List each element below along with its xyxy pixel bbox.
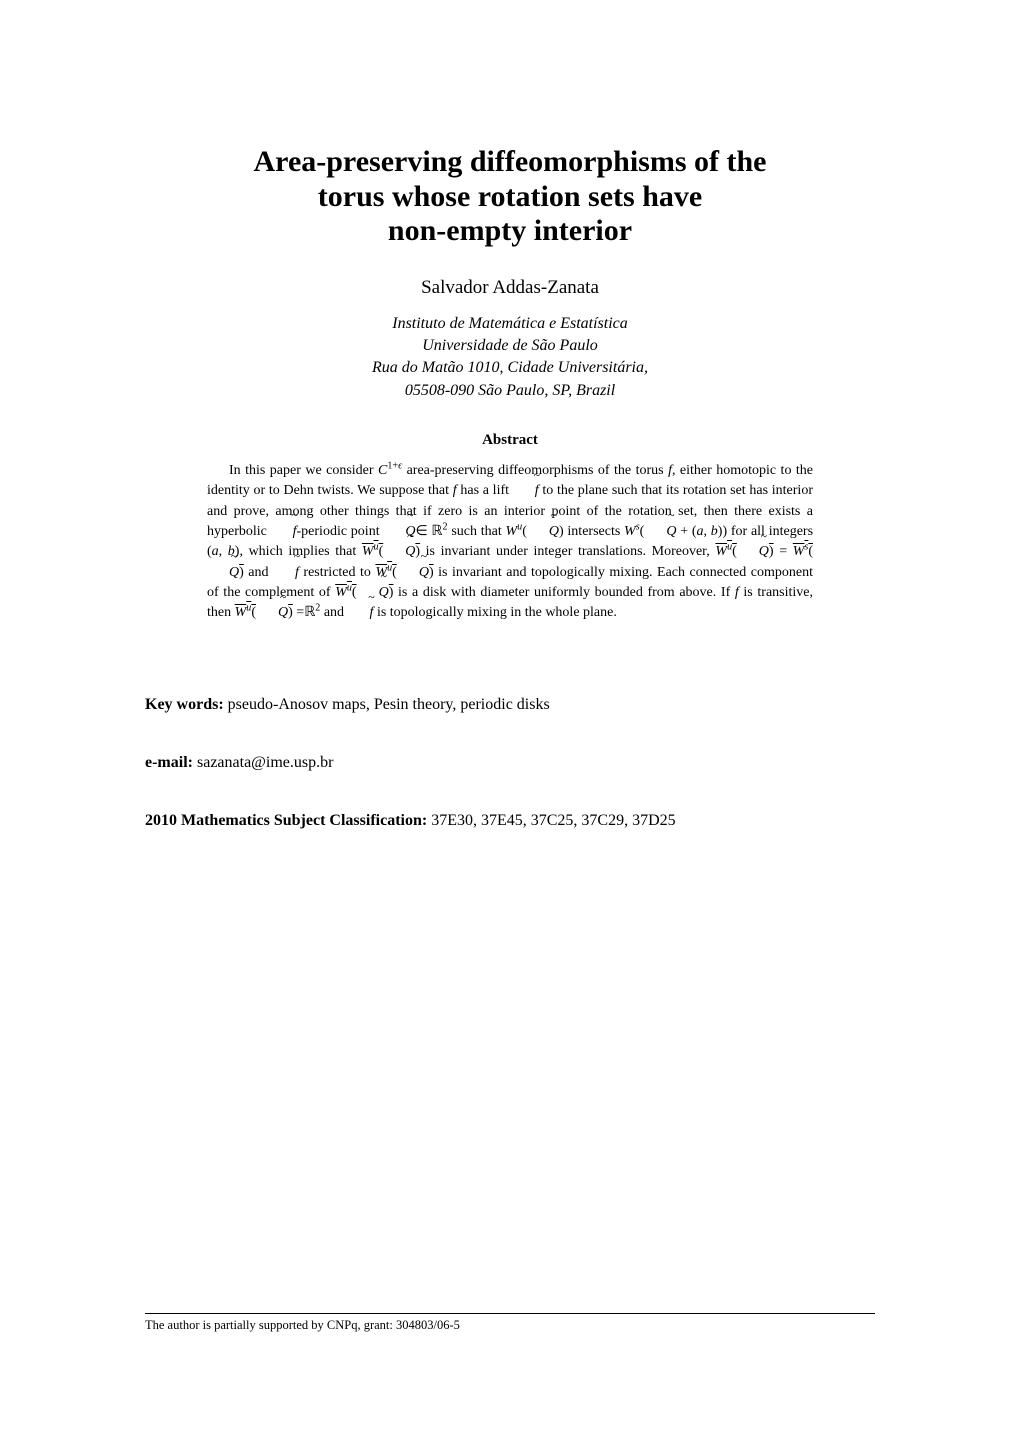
footnote-text: The author is partially supported by CNP… xyxy=(145,1318,875,1333)
title-line-1: Area-preserving diffeomorphisms of the xyxy=(254,145,767,178)
affil-line-2: Universidade de São Paulo xyxy=(422,337,598,354)
abstract-heading: Abstract xyxy=(145,432,875,449)
footnote-rule xyxy=(145,1313,875,1314)
page: Area-preserving diffeomorphisms of the t… xyxy=(0,0,1020,1443)
email-block: e-mail: sazanata@ime.usp.br xyxy=(145,751,875,775)
affil-line-1: Instituto de Matemática e Estatística xyxy=(392,315,628,332)
abstract-text: In this paper we consider C1+ϵ area-pres… xyxy=(207,461,813,623)
msc-text: 37E30, 37E45, 37C25, 37C29, 37D25 xyxy=(431,812,675,829)
keywords-label: Key words: xyxy=(145,696,224,713)
abstract-body: In this paper we consider C1+ϵ area-pres… xyxy=(207,461,813,623)
affil-line-3: Rua do Matão 1010, Cidade Universitária, xyxy=(372,359,648,376)
email-text: sazanata@ime.usp.br xyxy=(197,754,333,771)
keywords-text: pseudo-Anosov maps, Pesin theory, period… xyxy=(228,696,550,713)
msc-block: 2010 Mathematics Subject Classification:… xyxy=(145,809,875,833)
footer: The author is partially supported by CNP… xyxy=(145,1313,875,1333)
title-line-3: non-empty interior xyxy=(388,214,632,247)
keywords-block: Key words: pseudo-Anosov maps, Pesin the… xyxy=(145,693,875,717)
affiliation: Instituto de Matemática e Estatística Un… xyxy=(145,313,875,403)
affil-line-4: 05508-090 São Paulo, SP, Brazil xyxy=(405,382,615,399)
author-name: Salvador Addas-Zanata xyxy=(145,277,875,299)
email-label: e-mail: xyxy=(145,754,193,771)
paper-title: Area-preserving diffeomorphisms of the t… xyxy=(145,145,875,249)
msc-label: 2010 Mathematics Subject Classification: xyxy=(145,812,427,829)
title-line-2: torus whose rotation sets have xyxy=(318,180,702,213)
